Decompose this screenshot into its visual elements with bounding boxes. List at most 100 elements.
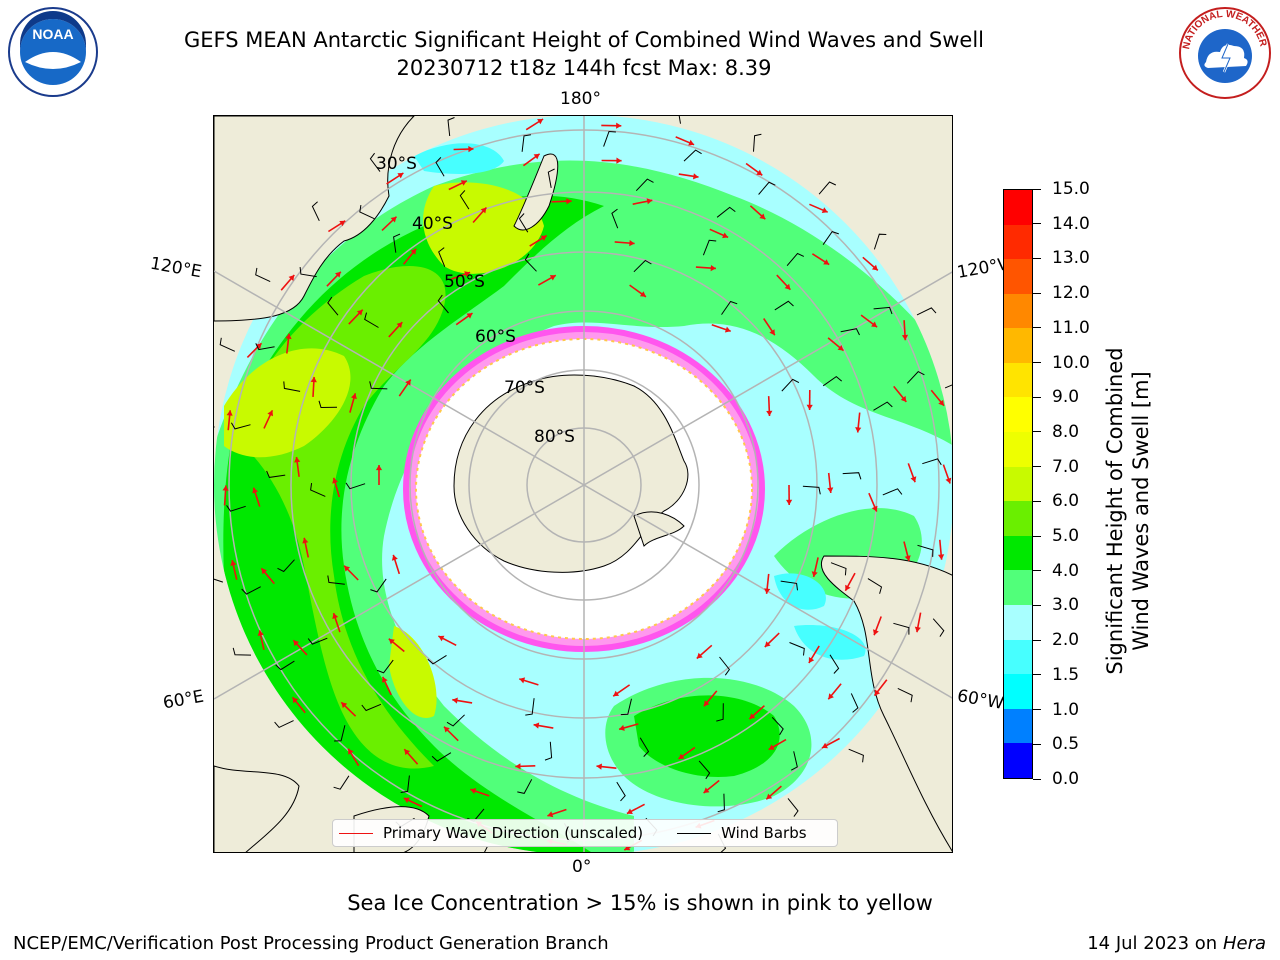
wind-barb	[906, 370, 925, 384]
colorbar-tick	[1033, 188, 1041, 190]
wind-barb	[333, 775, 350, 790]
wind-barb	[822, 231, 839, 245]
wave-arrow-head	[619, 724, 625, 731]
wave-arrow-head	[470, 788, 477, 794]
wave-arrow-head	[901, 334, 909, 341]
wave-arrow-head	[945, 477, 952, 484]
wind-barb	[611, 208, 619, 229]
wind-barb	[255, 343, 275, 351]
wind-barb	[255, 267, 271, 283]
wind-barb	[633, 259, 652, 273]
colorbar-tick-label: 9.0	[1052, 387, 1080, 408]
colorbar-segment	[1004, 639, 1032, 675]
colorbar-tick-label: 7.0	[1052, 456, 1080, 477]
wind-barb	[547, 168, 555, 188]
wind-barb	[524, 253, 537, 272]
wind-barb	[446, 714, 465, 727]
wind-barb	[521, 134, 531, 152]
colorbar-tick	[1033, 362, 1041, 364]
colorbar-tick	[1033, 674, 1041, 676]
wave-arrow-head	[938, 399, 944, 406]
wind-barb	[311, 201, 320, 222]
wave-arrow-head	[341, 702, 348, 709]
colorbar-tick-label: 14.0	[1052, 213, 1090, 234]
wave-arrow-head	[519, 677, 526, 684]
lat-label-30s: 30°S	[376, 154, 417, 174]
wind-barb	[310, 483, 326, 497]
wind-barb	[802, 485, 821, 495]
wind-barb	[327, 575, 345, 585]
lat-label-70s: 70°S	[504, 378, 545, 398]
wave-arrow-head	[391, 554, 398, 561]
wind-barb	[698, 760, 711, 780]
wind-barb	[226, 505, 246, 512]
colorbar-title-line-2: Wind Waves and Swell [m]	[1129, 371, 1153, 651]
wave-arrow-head	[629, 240, 635, 247]
wind-barb	[873, 401, 893, 411]
wave-arrow-head	[855, 427, 862, 433]
wave-arrow-head	[348, 748, 354, 755]
wave-arrow-head	[222, 485, 229, 491]
wind-barb	[781, 378, 800, 392]
wave-band-4-5m-south	[634, 695, 780, 777]
wave-arrow-head	[230, 560, 237, 566]
wave-arrow-head	[257, 630, 264, 636]
wind-barb	[635, 178, 654, 192]
wave-arrow-head	[397, 173, 404, 179]
nws-logo: NATIONAL WEATHER SERVICE	[1174, 0, 1272, 104]
colorbar-tick	[1033, 743, 1041, 745]
wave-arrow-head	[390, 216, 397, 223]
wind-barb	[639, 737, 650, 757]
wind-barb	[717, 793, 725, 813]
colorbar-tick-label: 0.5	[1052, 734, 1080, 755]
wind-barb	[917, 544, 934, 557]
wave-arrow-head	[764, 588, 771, 594]
colorbar-segment	[1004, 674, 1032, 709]
lat-label-80s: 80°S	[534, 427, 575, 447]
map-area[interactable]: 30°S 40°S 50°S 60°S 70°S 80°S Primary Wa…	[213, 115, 953, 853]
lat-label-60s: 60°S	[475, 327, 516, 347]
colorbar-tick	[1033, 604, 1041, 606]
wave-arrow-head	[914, 626, 921, 633]
wave-arrow-head	[302, 537, 309, 544]
wave-arrow-head	[768, 744, 775, 750]
wind-barb	[447, 117, 455, 137]
svg-text:NOAA: NOAA	[32, 26, 73, 42]
wind-barb	[361, 703, 382, 712]
wind-barb	[786, 252, 805, 267]
wind-barb	[702, 239, 717, 256]
new-zealand-landmass	[513, 153, 559, 231]
south-america-landmass	[820, 555, 952, 852]
wind-barb	[867, 578, 883, 594]
wave-arrow-head	[678, 753, 685, 759]
wave-arrow-head	[784, 283, 791, 290]
wave-arrow-head	[710, 265, 716, 272]
colorbar-segment	[1004, 432, 1032, 467]
colorbar-segment	[1004, 535, 1032, 571]
colorbar-segment	[1004, 293, 1032, 329]
wave-arrow-head	[703, 700, 710, 707]
wind-barb	[345, 482, 366, 490]
wind-barb	[275, 660, 295, 671]
wind-barb	[241, 586, 261, 595]
colorbar-tick	[1033, 500, 1041, 502]
colorbar-tick	[1033, 535, 1041, 537]
lat-label-40s: 40°S	[412, 214, 453, 234]
wave-arrow-head	[533, 722, 540, 729]
wind-barb	[230, 422, 251, 430]
wind-barb	[721, 300, 738, 315]
colorbar-tick	[1033, 709, 1041, 711]
colorbar-tick	[1033, 778, 1041, 780]
wave-arrow-head	[285, 333, 292, 340]
wind-barb	[327, 296, 339, 316]
colorbar-segment	[1004, 328, 1032, 363]
wind-barb	[283, 381, 301, 392]
host-name: Hera	[1222, 933, 1266, 954]
wind-barb	[334, 725, 346, 742]
lon-label-lower-left: 60°E	[161, 686, 206, 714]
wave-arrow-head	[703, 787, 710, 793]
wind-barb	[922, 458, 942, 466]
wave-arrow-head	[821, 207, 828, 213]
colorbar-segment	[1004, 362, 1032, 398]
wind-barb	[716, 703, 724, 722]
